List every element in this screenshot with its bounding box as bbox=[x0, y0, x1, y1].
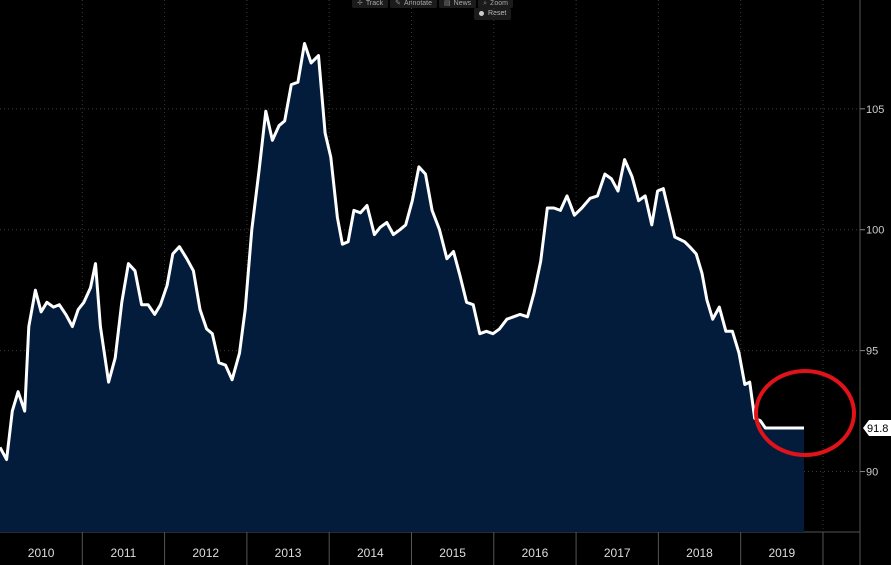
y-axis: 90 95 100 105 bbox=[859, 0, 884, 565]
news-button[interactable]: ▤ News bbox=[439, 0, 477, 8]
x-tick-label: 2019 bbox=[768, 546, 795, 560]
x-tick-label: 2016 bbox=[522, 546, 549, 560]
zoom-button[interactable]: ⌕ Zoom bbox=[478, 0, 513, 8]
chart-toolbar: ✛ Track ✎ Annotate ▤ News ⌕ Zoom bbox=[352, 0, 513, 8]
y-tick-label: 100 bbox=[866, 225, 884, 237]
x-tick-label: 2012 bbox=[192, 546, 219, 560]
track-label: Track bbox=[365, 0, 384, 7]
area-fill bbox=[0, 43, 805, 532]
reset-button[interactable]: Reset bbox=[474, 8, 512, 20]
pencil-icon: ✎ bbox=[395, 0, 401, 7]
x-tick-label: 2015 bbox=[439, 546, 466, 560]
news-icon: ▤ bbox=[444, 0, 451, 7]
x-axis: 2010 2011 2012 2013 2014 2015 2016 2017 2018 2019 bbox=[0, 531, 860, 565]
y-tick-label: 95 bbox=[866, 346, 878, 358]
x-tick-label: 2010 bbox=[28, 546, 55, 560]
zoom-label: Zoom bbox=[490, 0, 508, 7]
x-tick-label: 2017 bbox=[604, 546, 631, 560]
highlight-circle bbox=[754, 369, 856, 457]
annotate-label: Annotate bbox=[404, 0, 433, 7]
last-value-label: 91.8 bbox=[867, 423, 888, 435]
x-tick-label: 2013 bbox=[275, 546, 302, 560]
crosshair-icon: ✛ bbox=[357, 0, 363, 7]
news-label: News bbox=[453, 0, 472, 7]
track-button[interactable]: ✛ Track bbox=[352, 0, 389, 8]
reset-label: Reset bbox=[488, 10, 507, 17]
y-tick-label: 105 bbox=[866, 104, 884, 116]
y-tick-label: 90 bbox=[866, 467, 878, 479]
x-tick-label: 2014 bbox=[357, 546, 384, 560]
last-value-tag bbox=[863, 420, 891, 437]
x-tick-label: 2011 bbox=[111, 546, 137, 560]
magnifier-icon: ⌕ bbox=[483, 0, 488, 7]
reset-icon bbox=[479, 10, 484, 16]
x-tick-label: 2018 bbox=[686, 546, 713, 560]
plot-area bbox=[0, 42, 805, 532]
annotate-button[interactable]: ✎ Annotate bbox=[390, 0, 438, 8]
annotations: 91.8 bbox=[754, 369, 891, 457]
